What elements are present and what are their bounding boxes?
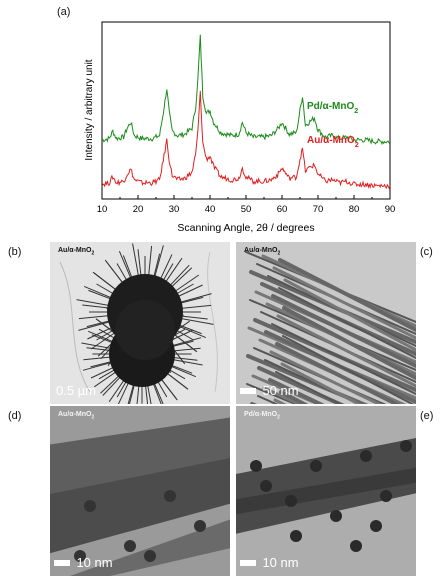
nanowire	[279, 390, 309, 404]
hrtem-pd-micrograph	[236, 406, 416, 576]
nanowire	[251, 374, 323, 404]
series-line-pd	[101, 34, 391, 146]
scale-bar-line-e	[240, 559, 256, 566]
nanowire	[278, 287, 416, 359]
nanoparticle	[124, 540, 136, 552]
x-axis-label: Scanning Angle, 2θ / degrees	[177, 222, 314, 234]
x-tick-label: 80	[349, 204, 360, 215]
nanowire	[271, 323, 416, 395]
panel-letter-a: (a)	[57, 6, 71, 18]
hrtem-au-micrograph	[50, 406, 230, 576]
scale-text-e: 10 nm	[262, 555, 299, 571]
nanowire	[276, 314, 416, 388]
nanoparticle	[285, 495, 297, 507]
scale-text-b: 0.5 µm	[56, 383, 97, 399]
nanoparticle	[74, 550, 86, 562]
y-axis-label: Intensity / arbitrary unit	[84, 59, 95, 160]
x-tick-label: 10	[97, 204, 108, 215]
nanoparticle	[260, 480, 272, 492]
nanoparticle	[380, 490, 392, 502]
image-label-e: Pd/α-MnO2	[244, 411, 280, 421]
nanoparticle	[290, 530, 302, 542]
nanoparticle	[194, 520, 206, 532]
panel-letter-c: (c)	[420, 246, 433, 258]
series-line-au	[101, 90, 391, 190]
nanowire	[275, 371, 343, 404]
x-tick-label: 70	[313, 204, 324, 215]
nanowire	[282, 306, 416, 380]
nanowire	[275, 342, 401, 404]
nanowire	[271, 294, 416, 368]
scale-text-c: 50 nm	[262, 383, 299, 399]
x-tick-label: 50	[241, 204, 252, 215]
nanoparticle	[400, 440, 412, 452]
x-tick-label: 60	[277, 204, 288, 215]
nanoparticle	[164, 490, 176, 502]
nanowire	[278, 258, 416, 332]
scale-bar-d: 10 nm	[54, 554, 113, 572]
nanowire-micrograph	[245, 251, 416, 404]
nanoparticle	[330, 510, 342, 522]
nanowire	[262, 386, 303, 404]
scale-bar-line-d	[54, 559, 70, 566]
nanoparticle	[250, 460, 262, 472]
image-label-b: Au/α-MnO2	[58, 247, 95, 257]
scale-bar-b: 0.5 µm	[54, 382, 96, 400]
image-label-d: Au/α-MnO2	[58, 411, 95, 421]
panel-letter-b: (b)	[8, 246, 22, 258]
urchin-micrograph	[59, 243, 218, 404]
tem-image-b: Au/α-MnO2 0.5 µm	[50, 242, 230, 404]
panel-letter-d: (d)	[8, 410, 22, 422]
nanoparticle	[350, 540, 362, 552]
nanowire	[246, 383, 298, 404]
scale-bar-e: 10 nm	[240, 554, 299, 572]
tem-image-e: Pd/α-MnO2 10 nm	[236, 406, 416, 576]
nanoparticle	[144, 550, 156, 562]
xrd-chart: 10 20 30 40 50 60 70 80 90 Intensity / arbitrary…	[84, 21, 396, 234]
nanoparticle	[360, 450, 372, 462]
nanowire	[282, 335, 415, 404]
image-label-c: Au/α-MnO2	[244, 247, 281, 257]
nanowire	[283, 278, 416, 352]
x-tick-label: 90	[385, 204, 396, 215]
nanoparticle	[310, 460, 322, 472]
x-tick-label: 20	[133, 204, 144, 215]
panel-letter-e: (e)	[420, 410, 434, 422]
scale-text-d: 10 nm	[76, 555, 113, 571]
series-label-pd: Pd/α-MnO2	[307, 101, 358, 115]
nanowire	[280, 362, 362, 404]
x-tick-label: 30	[169, 204, 180, 215]
nanoparticle	[370, 520, 382, 532]
tem-image-d: Au/α-MnO2 10 nm	[50, 406, 230, 576]
nanowire	[269, 350, 383, 404]
nanoparticle	[84, 500, 96, 512]
tem-image-c: Au/α-MnO2 50 nm	[236, 242, 416, 404]
nanowire	[272, 266, 416, 340]
scale-bar-c: 50 nm	[240, 382, 299, 400]
scale-bar-line-c	[240, 387, 256, 394]
x-tick-label: 40	[205, 204, 216, 215]
series-label-au: Au/α-MnO2	[307, 135, 359, 149]
nanowire	[268, 378, 325, 404]
